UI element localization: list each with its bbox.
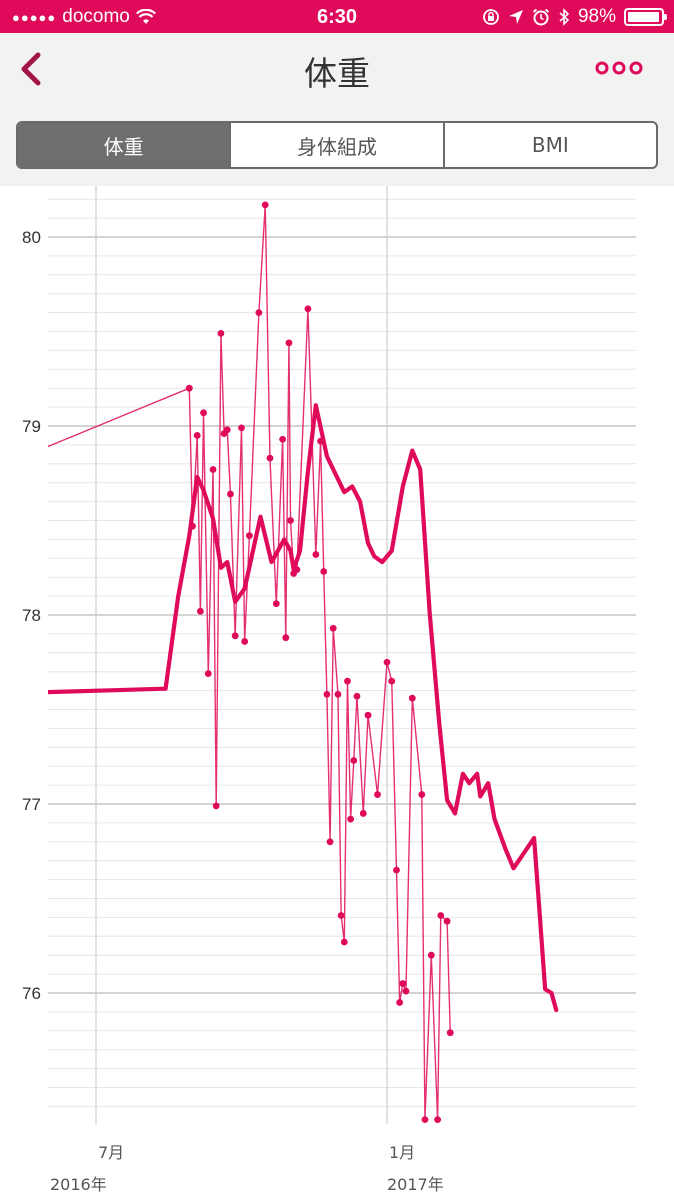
navigation-bar: 体重 [0, 33, 674, 107]
measurement-point [261, 201, 269, 209]
x-axis-labels: 7月 1月 2016年 2017年 [50, 1143, 444, 1194]
measurement-point [212, 802, 220, 810]
trend-line [48, 403, 559, 1013]
measurement-series [48, 201, 454, 1124]
status-left: ●●●●● docomo [12, 6, 156, 28]
signal-dots-icon: ●●●●● [12, 9, 57, 25]
grid-minor-lines [48, 198, 636, 1107]
grid-vertical-lines [95, 186, 388, 1124]
measurement-point [350, 757, 358, 764]
measurement-point [185, 384, 193, 392]
measurement-point [246, 532, 253, 540]
measurement-point [344, 677, 351, 685]
measurement-point [223, 426, 231, 434]
measurement-point [193, 432, 201, 439]
battery-icon [624, 8, 667, 26]
segment-weight[interactable]: 体重 [18, 123, 232, 167]
x-month-label: 7月 [98, 1143, 124, 1162]
measurement-point [272, 600, 280, 608]
measurement-point [364, 711, 372, 719]
measurement-point [312, 551, 320, 558]
y-axis-labels: 80 79 78 77 76 [22, 228, 41, 1003]
alarm-icon [532, 8, 550, 26]
bluetooth-icon [559, 8, 570, 26]
measurement-point [427, 951, 435, 959]
measurement-point [241, 638, 249, 645]
measurement-point [320, 568, 328, 575]
lock-rotation-icon [483, 9, 499, 25]
measurement-point [418, 791, 426, 798]
measurement-point [282, 634, 290, 642]
measurement-point [340, 938, 348, 946]
x-year-label: 2017年 [387, 1175, 444, 1194]
segmented-control: 体重 身体組成 BMI [16, 121, 658, 169]
trend-series [48, 403, 559, 1013]
grid-major-lines [48, 236, 636, 994]
measurement-point [437, 912, 445, 919]
measurement-line [48, 204, 451, 1120]
measurement-point [329, 624, 337, 632]
measurement-point [359, 810, 367, 817]
status-right: 98% [482, 6, 667, 28]
y-tick-label: 77 [22, 795, 41, 814]
measurement-point [287, 517, 294, 524]
measurement-point [446, 1029, 454, 1037]
measurement-point [383, 658, 391, 666]
measurement-point [443, 917, 451, 925]
page-title: 体重 [304, 54, 370, 93]
measurement-point [399, 980, 407, 987]
y-tick-label: 80 [22, 228, 41, 247]
x-year-label: 2016年 [50, 1175, 107, 1194]
measurement-point [238, 424, 245, 432]
measurement-point [200, 409, 207, 417]
segment-bmi[interactable]: BMI [531, 133, 569, 157]
measurement-point [421, 1116, 429, 1124]
status-bar: ●●●●● docomo 6:30 98% [0, 0, 674, 33]
status-time: 6:30 [316, 6, 358, 28]
measurement-point [279, 435, 287, 443]
measurement-point [227, 490, 234, 498]
measurement-point [374, 791, 381, 798]
measurement-point [337, 912, 345, 919]
measurement-point [304, 305, 312, 313]
measurement-point [285, 339, 293, 347]
segment-bar: 体重 身体組成 BMI [0, 107, 674, 186]
carrier-name: docomo [62, 6, 130, 27]
chevron-left-icon[interactable] [14, 47, 54, 91]
weight-chart[interactable]: 80 79 78 77 76 7月 1月 2016年 2017年 [0, 186, 674, 1200]
measurement-point [231, 632, 239, 640]
more-dots-icon[interactable] [594, 53, 644, 83]
measurement-point [347, 815, 355, 823]
segment-body-composition[interactable]: 身体組成 [231, 123, 445, 167]
measurement-point [204, 670, 212, 677]
measurement-point [396, 999, 404, 1006]
measurement-point [388, 677, 396, 685]
wifi-icon [135, 9, 156, 24]
measurement-point [402, 987, 410, 995]
y-tick-label: 78 [22, 606, 41, 625]
measurement-point [217, 329, 225, 337]
measurement-point [209, 466, 217, 473]
x-month-label: 1月 [389, 1143, 415, 1162]
measurement-point [434, 1116, 442, 1124]
battery-level [628, 12, 660, 22]
measurement-point [326, 838, 334, 846]
y-tick-label: 76 [22, 984, 41, 1003]
measurement-point [334, 690, 342, 698]
y-tick-label: 79 [22, 417, 41, 436]
measurement-point [196, 607, 204, 615]
measurement-point [393, 866, 400, 874]
battery-percent: 98% [577, 6, 616, 27]
location-arrow-icon [508, 10, 523, 24]
measurement-point [408, 694, 416, 702]
measurement-point [255, 309, 263, 316]
measurement-point [323, 690, 331, 698]
measurement-point [353, 692, 361, 700]
measurement-point [266, 454, 274, 462]
